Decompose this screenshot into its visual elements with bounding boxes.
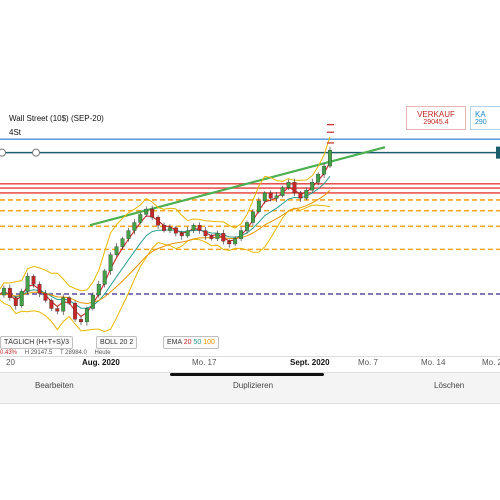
buy-quote-button[interactable]: KA 290 <box>470 106 500 130</box>
candle-body <box>67 297 72 304</box>
price-type-indicator[interactable]: TÄGLICH (H+T+S)/3 <box>0 336 73 349</box>
change-value: 0.43% <box>0 350 18 356</box>
scrollbar-thumb[interactable] <box>170 373 324 376</box>
candle-body <box>138 214 143 223</box>
candle-body <box>197 225 202 231</box>
candle-body <box>90 294 95 309</box>
candle-body <box>37 284 42 294</box>
ema-period-100: 100 <box>203 339 215 346</box>
candle-body <box>221 233 226 242</box>
high-value: H 29147.5 <box>24 350 53 356</box>
candle-body <box>31 276 36 285</box>
x-axis-line <box>0 356 500 357</box>
edit-button[interactable]: Bearbeiten <box>35 381 74 390</box>
duplicate-button[interactable]: Duplizieren <box>233 381 274 390</box>
ema-indicator[interactable]: EMA 20 50 100 <box>163 336 219 349</box>
candle-body <box>292 182 297 194</box>
candle-body <box>215 233 220 239</box>
candle-body <box>150 208 155 218</box>
candle-body <box>209 235 214 239</box>
ema-label: EMA <box>167 339 182 346</box>
candle-body <box>179 233 184 237</box>
bollinger-upper-band <box>0 136 331 292</box>
bollinger-lower-band <box>0 204 331 333</box>
candle-body <box>233 238 238 245</box>
ema-period-50: 50 <box>193 339 202 346</box>
candle-body <box>55 308 60 312</box>
candle-body <box>316 173 321 183</box>
sell-label: VERKAUF <box>417 110 455 119</box>
candle-body <box>156 216 161 226</box>
candle-body <box>191 225 196 231</box>
candle-body <box>268 192 273 199</box>
candle-body <box>120 238 125 247</box>
ema-100-line <box>0 189 331 305</box>
candle-body <box>114 246 119 255</box>
sell-value: 29045.4 <box>423 119 449 126</box>
today-label: Heute <box>94 350 111 356</box>
trendline <box>89 146 386 227</box>
instrument-title: Wall Street (10$) (SEP-20) <box>9 114 104 123</box>
candle-body <box>144 208 149 215</box>
candle-body <box>49 300 54 309</box>
candle-body <box>1 287 6 296</box>
price-chart[interactable] <box>0 105 500 375</box>
x-tick-label: Mo. 14 <box>421 358 446 367</box>
candle-body <box>239 230 244 239</box>
candle-body <box>203 230 208 237</box>
buy-label: KA <box>475 110 486 119</box>
candle-body <box>25 276 30 292</box>
candle-body <box>328 150 332 167</box>
candle-body <box>61 297 66 312</box>
level-handle <box>32 148 40 157</box>
x-tick-label: Aug. 2020 <box>82 358 120 367</box>
candle-body <box>13 297 18 306</box>
candle-body <box>286 182 291 188</box>
candle-body <box>298 192 303 199</box>
buy-value: 290 <box>475 119 487 126</box>
current-price-marker <box>496 146 500 159</box>
candle-body <box>227 241 232 245</box>
candle-body <box>280 187 285 196</box>
x-tick-label: 20 <box>6 358 15 367</box>
candle-body <box>173 227 178 234</box>
candle-body <box>19 291 24 306</box>
level-handle-left <box>0 148 6 157</box>
ema-50-line <box>0 175 331 309</box>
ohlc-readout: 0.43% H 29147.5 T 28984.0 Heute <box>0 350 117 356</box>
candle-body <box>84 308 89 323</box>
candle-body <box>102 270 107 285</box>
candle-body <box>79 319 83 323</box>
candle-body <box>256 200 261 212</box>
chart-area[interactable] <box>0 105 500 375</box>
delete-button[interactable]: Löschen <box>434 381 465 390</box>
candle-body <box>245 222 249 231</box>
candle-body <box>108 254 113 272</box>
candle-body <box>262 192 267 202</box>
x-tick-label: Mo. 21 <box>482 358 500 367</box>
candle-body <box>167 227 172 231</box>
low-value: T 28984.0 <box>59 350 87 356</box>
bollinger-indicator[interactable]: BOLL 20 2 <box>96 336 138 349</box>
candle-body <box>43 293 48 301</box>
candle-body <box>73 302 78 320</box>
candle-body <box>7 287 12 298</box>
action-bar: Bearbeiten Duplizieren Löschen <box>0 372 500 404</box>
candle-body <box>96 284 101 296</box>
candle-body <box>274 195 279 199</box>
candle-body <box>162 225 166 231</box>
interval-label[interactable]: 4St <box>9 128 22 137</box>
candle-body <box>132 222 137 231</box>
candle-body <box>126 230 131 239</box>
x-tick-label: Sept. 2020 <box>290 358 330 367</box>
candle-body <box>322 165 327 175</box>
x-tick-label: Mo. 7 <box>358 358 379 367</box>
candle-body <box>304 190 309 199</box>
x-tick-label: Mo. 17 <box>192 358 217 367</box>
candle-body <box>310 182 315 191</box>
candle-body <box>185 230 190 237</box>
sell-quote-button[interactable]: VERKAUF 29045.4 <box>406 106 466 130</box>
candle-body <box>250 211 255 223</box>
ema-period-20: 20 <box>183 339 192 346</box>
